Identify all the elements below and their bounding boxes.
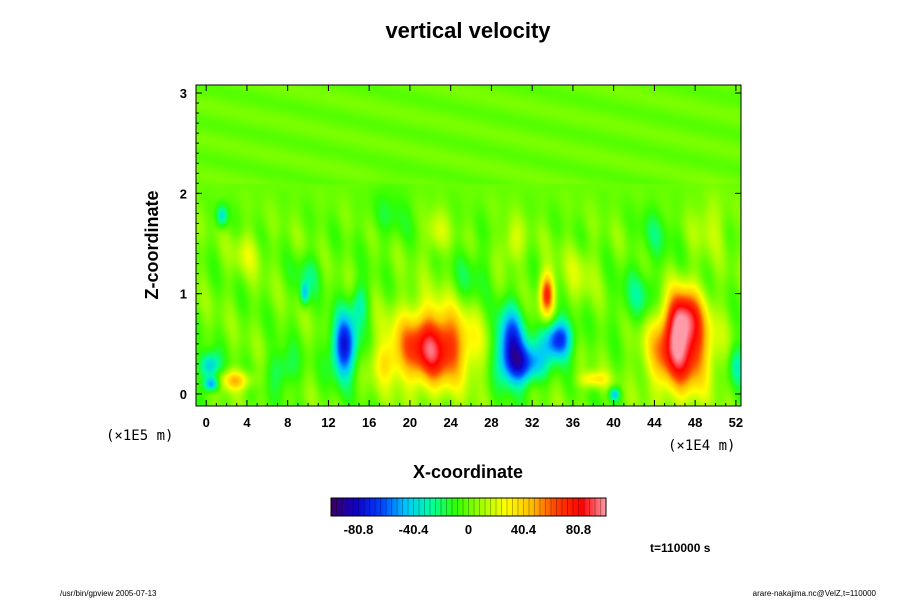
colorbar-ticks: -80.8 -40.4 0 40.4 80.8 bbox=[344, 522, 591, 537]
x-tick-label: 52 bbox=[729, 415, 743, 430]
x-tick-label: 12 bbox=[321, 415, 335, 430]
y-tick-label: 2 bbox=[180, 186, 187, 201]
x-tick-label: 28 bbox=[484, 415, 498, 430]
x-tick-label: 24 bbox=[443, 415, 458, 430]
y-tick-label: 3 bbox=[180, 86, 187, 101]
chart-title: vertical velocity bbox=[385, 18, 551, 43]
x-tick-label: 0 bbox=[203, 415, 210, 430]
y-scale-label: (×1E5 m) bbox=[106, 428, 173, 444]
colorbar-tick-label: -40.4 bbox=[399, 522, 429, 537]
x-tick-label: 16 bbox=[362, 415, 376, 430]
y-tick-label: 0 bbox=[180, 387, 187, 402]
colorbar-tick-label: 0 bbox=[465, 522, 472, 537]
y-tick-label: 1 bbox=[180, 287, 187, 302]
x-tick-label: 36 bbox=[566, 415, 580, 430]
heatmap-field bbox=[196, 85, 741, 406]
x-axis-label: X-coordinate bbox=[413, 462, 523, 482]
x-tick-label: 48 bbox=[688, 415, 702, 430]
footer-right: arare-nakajima.nc@VelZ,t=110000 bbox=[753, 589, 877, 598]
time-label: t=110000 s bbox=[650, 541, 711, 555]
plot-frame bbox=[195, 84, 742, 407]
x-tick-label: 32 bbox=[525, 415, 539, 430]
y-axis-label: Z-coordinate bbox=[142, 190, 162, 299]
x-tick-label: 4 bbox=[243, 415, 251, 430]
x-tick-label: 8 bbox=[284, 415, 291, 430]
colorbar-tick-label: 40.4 bbox=[511, 522, 537, 537]
colorbar-bands bbox=[336, 498, 601, 516]
x-tick-label: 20 bbox=[403, 415, 417, 430]
x-axis-ticks: 0 4 8 12 16 20 24 28 32 36 40 44 48 52 bbox=[195, 85, 743, 430]
x-tick-label: 44 bbox=[647, 415, 662, 430]
footer-left: /usr/bin/gpview 2005-07-13 bbox=[60, 589, 157, 598]
x-scale-label: (×1E4 m) bbox=[668, 438, 735, 454]
colorbar-tick-label: 80.8 bbox=[566, 522, 591, 537]
y-axis-ticks: 0 1 2 3 bbox=[180, 86, 741, 402]
colorbar-tick-label: -80.8 bbox=[344, 522, 374, 537]
x-tick-label: 40 bbox=[606, 415, 620, 430]
